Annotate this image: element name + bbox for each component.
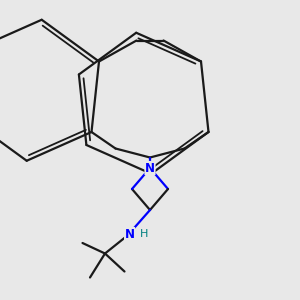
Text: N: N — [145, 161, 155, 175]
Text: H: H — [140, 229, 148, 239]
Text: N: N — [124, 227, 135, 241]
